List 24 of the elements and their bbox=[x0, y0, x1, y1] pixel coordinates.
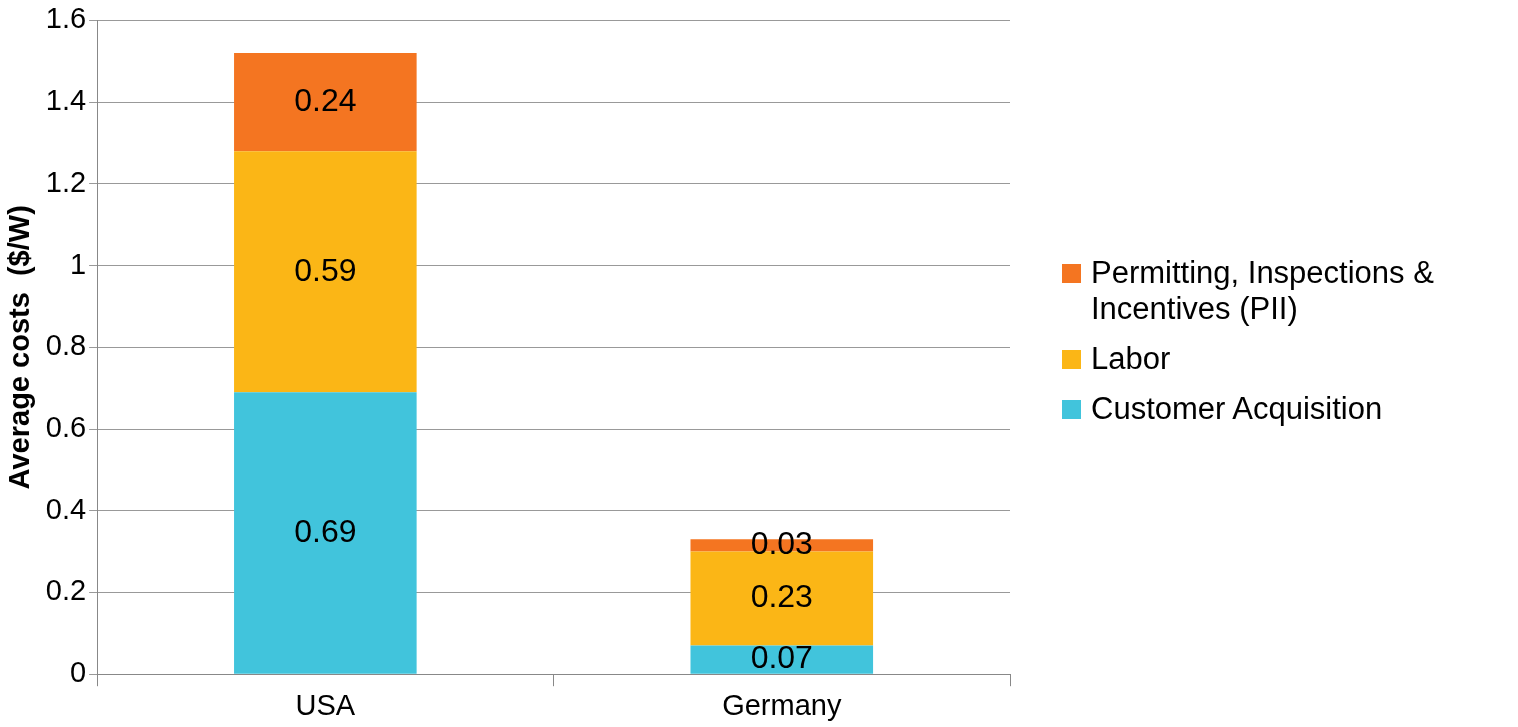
y-tick-label: 1.6 bbox=[45, 2, 87, 35]
bar bbox=[234, 151, 417, 393]
x-tick-label: USA bbox=[295, 688, 356, 721]
y-tick-label: 0 bbox=[69, 656, 87, 689]
bar bbox=[234, 392, 417, 674]
data-label: 0.07 bbox=[750, 639, 813, 676]
data-label: 0.59 bbox=[294, 251, 357, 288]
data-label: 0.24 bbox=[294, 81, 357, 118]
y-tick-label: 1.2 bbox=[45, 165, 87, 198]
legend-label: Permitting, Inspections & Incentives (PII) bbox=[1091, 255, 1435, 327]
data-label: 0.23 bbox=[750, 578, 813, 615]
y-tick-label: 0.6 bbox=[45, 411, 87, 444]
bar bbox=[690, 645, 874, 674]
x-tick-label: Germany bbox=[722, 688, 842, 721]
y-tick-label: 0.2 bbox=[45, 574, 87, 607]
y-tick-label: 0.4 bbox=[45, 492, 87, 525]
y-axis-title: Average costs ($/W) bbox=[3, 205, 36, 490]
y-tick-label: 0.8 bbox=[45, 329, 87, 362]
legend-label: Customer Acquisition bbox=[1091, 391, 1383, 427]
y-tick-label: 1 bbox=[69, 247, 87, 280]
data-label: 0.69 bbox=[294, 512, 357, 549]
y-tick-label: 1.4 bbox=[45, 84, 87, 117]
legend-label: Labor bbox=[1091, 341, 1171, 377]
bar bbox=[234, 53, 417, 152]
